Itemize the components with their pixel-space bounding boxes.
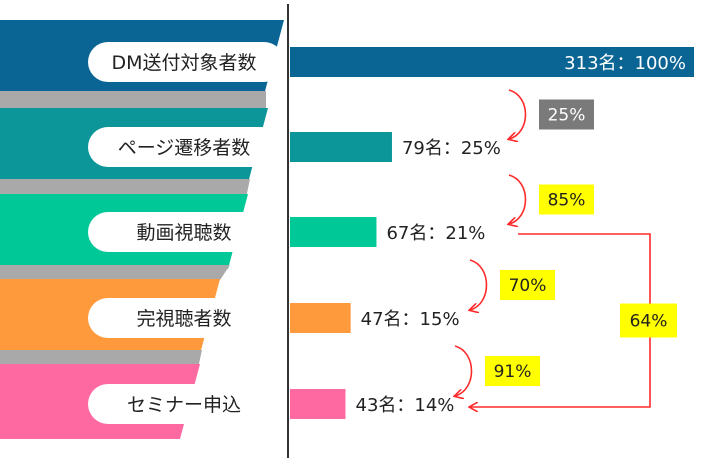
bar: [290, 132, 392, 162]
conversion-arrow: [509, 174, 527, 224]
data-label: 79名：25%: [402, 138, 501, 159]
category-label: 動画視聴数: [136, 222, 231, 244]
category-label: 完視聴者数: [136, 308, 231, 330]
conversion-rate: 91%: [494, 362, 532, 382]
category-pill: [88, 42, 284, 82]
bar: [290, 389, 346, 419]
data-label: 47名：15%: [361, 309, 460, 330]
category-label: セミナー申込: [127, 394, 241, 416]
funnel-separator: [0, 91, 266, 112]
conversion-rate: 25%: [548, 106, 586, 126]
category-label: ページ遷移者数: [118, 137, 251, 159]
conversion-badge: [485, 356, 540, 386]
data-label: 313名：100%: [564, 53, 686, 74]
overall-conversion-rate: 64%: [630, 312, 668, 332]
category-pill: [88, 384, 284, 424]
conversion-badge: [500, 270, 555, 300]
overall-conversion-badge: [620, 303, 677, 338]
conversion-badge: [539, 184, 594, 215]
conversion-rate: 85%: [548, 191, 586, 211]
category-pill: [88, 212, 284, 252]
data-label: 43名：14%: [356, 395, 455, 416]
conversion-arrow: [455, 345, 473, 396]
funnel-separator: [0, 179, 250, 198]
bar: [290, 303, 351, 333]
funnel-separator: [0, 265, 230, 283]
category-label: DM送付対象者数: [111, 52, 256, 74]
data-label: 67名：21%: [386, 223, 485, 244]
conversion-rate: 70%: [509, 276, 547, 296]
bar: [290, 217, 377, 247]
funnel-separator: [0, 350, 202, 368]
conversion-arrow: [470, 259, 488, 310]
category-pill: [88, 127, 284, 167]
bar: [290, 47, 694, 77]
conversion-arrow: [509, 89, 527, 139]
conversion-badge: [539, 99, 594, 130]
category-pill: [88, 298, 284, 338]
